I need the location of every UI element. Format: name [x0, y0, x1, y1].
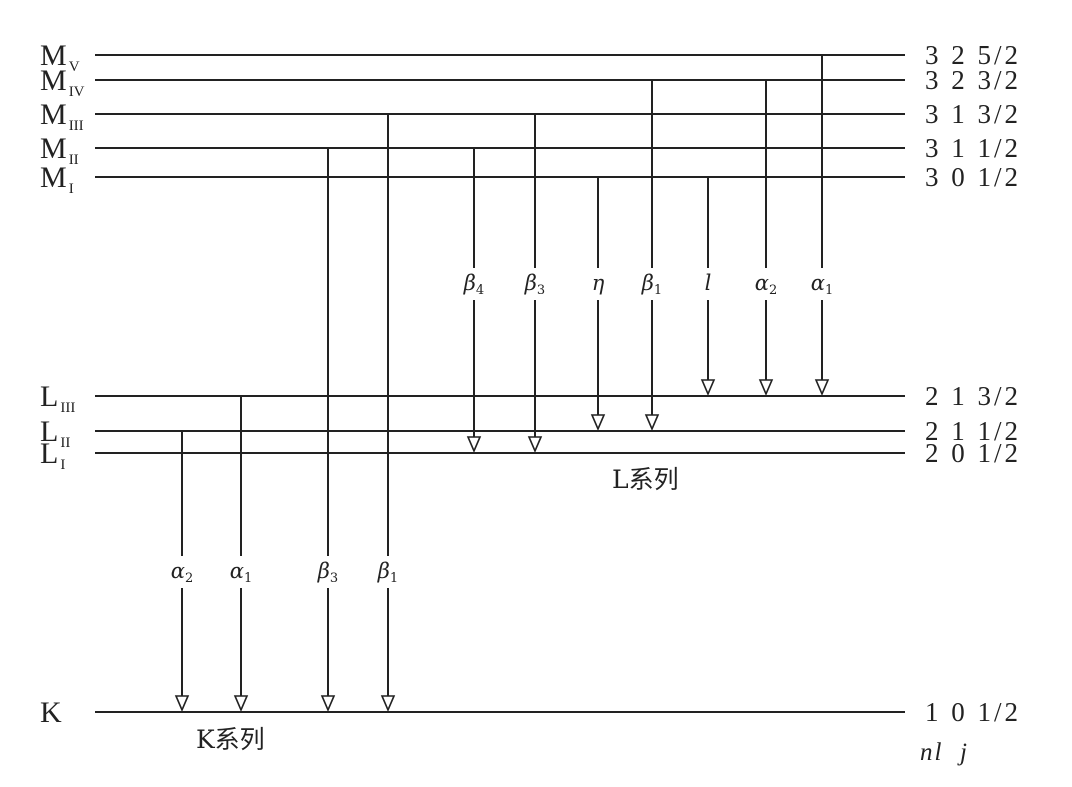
level-label-sub: I — [60, 457, 65, 473]
transition-arrows: α2 α1 β3 β1 β4 β3 η β1 l α2 α1 — [171, 55, 833, 713]
level-quantum-numbers: 2 1 3/2 — [925, 381, 1021, 411]
arrow-head — [174, 695, 190, 713]
transition-l-eta: η — [590, 177, 606, 432]
arrow-head — [527, 436, 543, 454]
transition-label-sub: 2 — [769, 283, 777, 298]
transition-label-sub: 4 — [476, 283, 484, 298]
transition-label-sub: 3 — [537, 283, 545, 298]
transition-label: β3 — [317, 559, 338, 586]
level-label: L III — [40, 380, 75, 416]
level-quantum-numbers: 3 1 1/2 — [925, 133, 1021, 163]
level-label-sub: V — [69, 59, 80, 75]
transition-l-beta4: β4 — [463, 148, 484, 454]
arrow-head — [700, 379, 716, 397]
transition-k-alpha1: α1 — [230, 396, 252, 713]
l-series-label: L系列 — [612, 465, 679, 494]
level-k: K 1 0 1/2 — [40, 696, 1021, 729]
level-miv: M IV 3 2 3/2 — [40, 64, 1021, 100]
transition-label-sub: 1 — [244, 571, 252, 586]
transition-label: l — [705, 271, 712, 295]
level-quantum-numbers: 3 2 3/2 — [925, 65, 1021, 95]
transition-label: α1 — [230, 559, 252, 586]
transition-l-alpha2: α2 — [755, 80, 777, 397]
level-quantum-numbers: 3 0 1/2 — [925, 162, 1021, 192]
arrow-head — [644, 414, 660, 432]
arrow-head — [380, 695, 396, 713]
level-mii: M II 3 1 1/2 — [40, 132, 1021, 168]
quantum-number-header: nl j — [920, 739, 969, 766]
transition-k-alpha2: α2 — [171, 431, 193, 713]
level-miii: M III 3 1 3/2 — [40, 98, 1021, 134]
level-label-sub: II — [60, 435, 70, 451]
level-quantum-numbers: 3 2 5/2 — [925, 40, 1021, 70]
transition-label-sub: 1 — [390, 571, 398, 586]
transition-label: η — [592, 271, 605, 295]
transition-label-sub: 1 — [654, 283, 662, 298]
transition-l-alpha1: α1 — [811, 55, 833, 397]
level-label-sub: I — [69, 181, 74, 197]
arrow-head — [814, 379, 830, 397]
level-label-sub: III — [60, 400, 75, 416]
transition-l-l: l — [700, 177, 716, 397]
arrow-head — [233, 695, 249, 713]
arrow-head — [590, 414, 606, 432]
transition-label: β3 — [524, 271, 545, 298]
level-quantum-numbers: 3 1 3/2 — [925, 99, 1021, 129]
k-series-label: K系列 — [196, 725, 265, 754]
level-label-sub: III — [69, 118, 84, 134]
transition-label-sub: 3 — [330, 571, 338, 586]
transition-label: β1 — [377, 559, 398, 586]
level-label-sub: IV — [69, 84, 85, 100]
transition-l-beta1: β1 — [641, 80, 662, 432]
level-quantum-numbers: 1 0 1/2 — [925, 697, 1021, 727]
transition-k-beta1: β1 — [377, 114, 398, 713]
transition-label: α2 — [755, 271, 777, 298]
transition-label: α2 — [171, 559, 193, 586]
arrow-head — [466, 436, 482, 454]
arrow-head — [758, 379, 774, 397]
level-label: M III — [40, 98, 84, 134]
transition-k-beta3: β3 — [317, 148, 338, 713]
transition-l-beta3: β3 — [524, 114, 545, 454]
level-quantum-numbers: 2 1 1/2 — [925, 416, 1021, 446]
level-lii: L II 2 1 1/2 — [40, 415, 1021, 451]
transition-label: α1 — [811, 271, 833, 298]
level-liii: L III 2 1 3/2 — [40, 380, 1021, 416]
arrow-head — [320, 695, 336, 713]
level-label-sub: II — [69, 152, 79, 168]
level-label: K — [40, 696, 62, 729]
transition-label: β1 — [641, 271, 662, 298]
level-quantum-numbers: 2 0 1/2 — [925, 438, 1021, 468]
transition-label-sub: 2 — [185, 571, 193, 586]
transition-label: β4 — [463, 271, 484, 298]
transition-label-sub: 1 — [825, 283, 833, 298]
